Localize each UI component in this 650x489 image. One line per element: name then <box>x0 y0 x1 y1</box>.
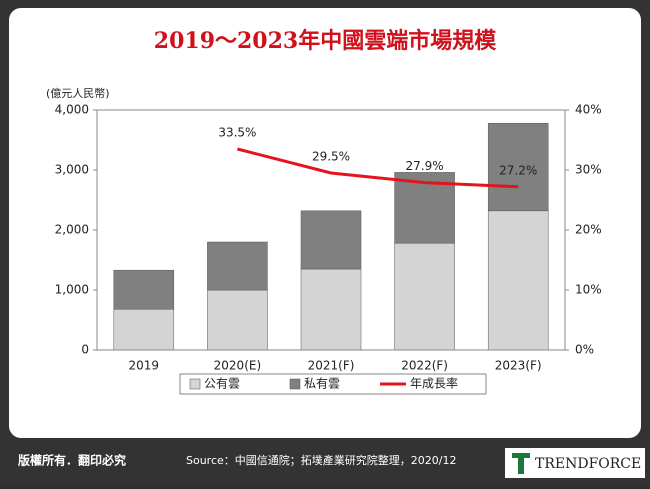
bar <box>394 242 455 351</box>
bar <box>207 241 268 291</box>
legend-label: 年成長率 <box>410 376 458 391</box>
legend-label: 公有雲 <box>204 377 240 391</box>
logo: TRENDFORCE <box>535 456 641 472</box>
bar <box>207 289 268 351</box>
logo-mark <box>512 453 530 474</box>
bar <box>113 269 175 310</box>
legend-swatch <box>289 378 301 390</box>
y-tick-label: 2,000 <box>55 223 89 237</box>
y2-tick-label: 30% <box>575 163 602 177</box>
x-tick-label: 2023(F) <box>495 359 542 373</box>
value-label: 27.2% <box>499 163 537 177</box>
y2-tick-label: 40% <box>575 103 602 117</box>
y-tick-label: 0 <box>81 343 89 357</box>
growth-line <box>237 147 519 189</box>
x-tick-label: 2022(F) <box>401 359 448 373</box>
y-tick-label: 3,000 <box>55 163 89 177</box>
y2-tick-label: 20% <box>575 223 602 237</box>
bar <box>487 122 549 212</box>
bar <box>300 268 362 351</box>
value-label: 29.5% <box>312 150 350 164</box>
chart-title: 2019～2023年中國雲端市場規模 <box>154 28 497 54</box>
x-tick-label: 2020(E) <box>214 359 261 373</box>
legend <box>179 373 487 395</box>
plot-border <box>96 109 566 351</box>
x-tick-label: 2021(F) <box>308 359 355 373</box>
value-label: 33.5% <box>218 126 256 140</box>
legend-label: 私有雲 <box>304 377 340 391</box>
value-label: 27.9% <box>406 159 444 173</box>
bar <box>113 308 175 351</box>
copyright: 版權所有．翻印必究 <box>18 453 126 468</box>
y-axis-label: (億元人民幣) <box>46 87 110 100</box>
y2-tick-label: 0% <box>575 343 594 357</box>
y-tick-label: 1,000 <box>55 283 89 297</box>
x-tick-label: 2019 <box>129 359 160 373</box>
legend-swatch <box>189 378 201 390</box>
y-tick-label: 4,000 <box>55 103 89 117</box>
bar <box>300 210 362 270</box>
bar <box>487 210 549 351</box>
source: Source：中國信通院；拓墣產業研究院整理，2020/12 <box>186 453 456 467</box>
y2-tick-label: 10% <box>575 283 602 297</box>
